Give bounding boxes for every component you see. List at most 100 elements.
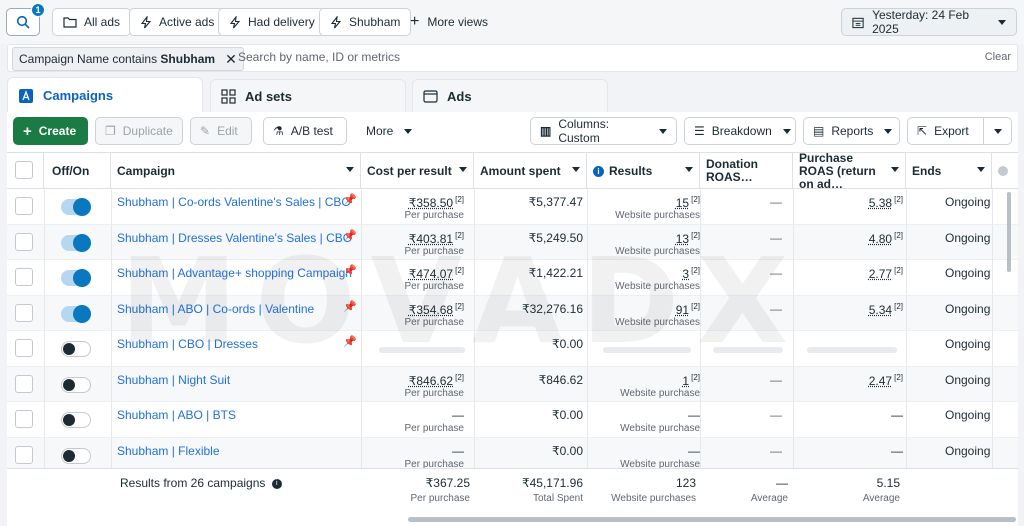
column-header-donation[interactable]: Donation ROAS… [700, 153, 793, 189]
purchase-roas: — [891, 408, 903, 422]
view-chip-active-ads[interactable]: Active ads [129, 8, 226, 36]
pin-icon[interactable]: 📌 [343, 194, 357, 206]
select-all-checkbox[interactable] [15, 161, 33, 179]
duplicate-button[interactable]: ❐ Duplicate [95, 117, 183, 145]
close-icon[interactable]: ✕ [225, 50, 237, 67]
tab-campaigns[interactable]: Campaigns [7, 77, 203, 113]
pin-icon[interactable]: 📌 [343, 300, 357, 313]
delivery-toggle[interactable] [61, 269, 91, 287]
clear-filters-link[interactable]: Clear [984, 51, 1011, 63]
view-chip-shubham[interactable]: Shubham [319, 8, 412, 36]
footer-purchase: 5.15 [876, 476, 900, 490]
table-row[interactable]: Shubham | ABO | Co-ords | Valentine 📌 ₹354… [7, 295, 1018, 331]
table-row[interactable]: Shubham | Night Suit ₹846.62 [2] Per purcha… [7, 366, 1018, 402]
campaign-name-link[interactable]: Shubham | Night Suit [117, 372, 231, 387]
column-header-amount[interactable]: Amount spent [474, 153, 587, 189]
search-input[interactable]: Search by name, ID or metrics [238, 50, 401, 64]
tab-ad-sets[interactable]: Ad sets [210, 79, 406, 113]
purchase-roas: — [891, 443, 903, 458]
campaign-name-link[interactable]: Shubham | CBO | Dresses [117, 337, 258, 351]
delivery-toggle[interactable] [61, 412, 91, 428]
footer-cost: ₹367.25 [425, 476, 470, 490]
pin-icon[interactable]: 📌 [343, 336, 357, 348]
vertical-scrollbar[interactable] [1007, 192, 1011, 272]
folder-icon [63, 17, 77, 28]
footer-cost-sub: Per purchase [410, 493, 470, 504]
pin-icon[interactable]: 📌 [343, 265, 357, 277]
donation-roas: — [770, 266, 782, 280]
delivery-toggle[interactable] [61, 341, 91, 357]
column-header-campaign[interactable]: Campaign [111, 153, 361, 189]
tab-ads[interactable]: Ads [412, 79, 608, 113]
column-header-ends[interactable]: Ends [906, 153, 992, 189]
row-checkbox[interactable] [15, 197, 33, 215]
column-divider [587, 260, 588, 295]
reports-label: Reports [831, 124, 874, 138]
export-label: Export [934, 124, 969, 138]
column-divider [44, 224, 45, 260]
duplicate-icon: ❐ [105, 124, 116, 138]
delivery-toggle[interactable] [61, 304, 91, 323]
table-row[interactable]: Shubham | CBO | Dresses 📌 ₹0.00 Ongoing [7, 331, 1018, 367]
campaign-name-link[interactable]: Shubham | ABO | Co-ords | Valentine [117, 301, 315, 316]
table-row[interactable]: Shubham | Flexible — Per purchase ₹0.00— Web… [7, 437, 1018, 473]
column-header-cost[interactable]: Cost per result [361, 153, 474, 189]
delivery-toggle[interactable] [61, 376, 91, 393]
campaign-name-link[interactable]: Shubham | Advantage+ shopping Campaign [117, 266, 352, 280]
column-divider [361, 260, 362, 295]
column-header-purchase[interactable]: Purchase ROAS (return on ad… [793, 151, 906, 190]
row-checkbox[interactable] [15, 445, 33, 464]
column-header-results[interactable]: i Results [587, 153, 700, 189]
create-button[interactable]: + Create [13, 117, 88, 145]
campaign-name-link[interactable]: Shubham | ABO | BTS [117, 408, 236, 422]
export-button[interactable]: ⇱ Export [907, 117, 1012, 145]
breakdown-button[interactable]: ☰ Breakdown [684, 117, 796, 145]
delivery-toggle[interactable] [61, 198, 91, 216]
campaign-name-link[interactable]: Shubham | Flexible [117, 443, 220, 458]
column-divider [44, 189, 45, 224]
horizontal-scrollbar[interactable] [408, 517, 1016, 522]
column-header-label: Amount spent [480, 164, 561, 178]
table-row[interactable]: Shubham | ABO | BTS — Per purchase ₹0.00— We… [7, 402, 1018, 438]
column-divider [906, 224, 907, 260]
row-checkbox[interactable] [15, 268, 33, 286]
ab-test-button[interactable]: ⚗ A/B test [263, 117, 347, 145]
chevron-down-icon [998, 19, 1006, 25]
columns-button[interactable]: ▥ Columns: Custom [530, 117, 677, 145]
edit-button[interactable]: ✎ Edit [190, 117, 252, 145]
campaign-name-link[interactable]: Shubham | Dresses Valentine's Sales | CB… [117, 230, 353, 245]
add-column-icon[interactable] [998, 166, 1008, 176]
table-row[interactable]: Shubham | Dresses Valentine's Sales | CB… [7, 224, 1018, 260]
column-divider [700, 295, 701, 331]
date-range-picker[interactable]: Yesterday: 24 Feb 2025 [841, 8, 1017, 36]
more-views-button[interactable]: + More views [410, 8, 488, 36]
delivery-toggle[interactable] [61, 447, 91, 464]
create-label: Create [38, 124, 77, 138]
ab-test-label: A/B test [290, 124, 333, 138]
row-checkbox[interactable] [15, 410, 33, 428]
filter-chip[interactable]: Campaign Name contains Shubham ✕ [12, 47, 244, 71]
table-row[interactable]: Shubham | Co-ords Valentine's Sales | CB… [7, 189, 1018, 225]
row-checkbox[interactable] [15, 303, 33, 322]
campaign-name-link[interactable]: Shubham | Co-ords Valentine's Sales | CB… [117, 195, 351, 209]
export-dropdown-button[interactable] [983, 118, 1011, 144]
delivery-toggle[interactable] [61, 233, 91, 252]
lightning-icon [330, 15, 342, 28]
reports-button[interactable]: ▤ Reports [803, 117, 900, 145]
pin-icon[interactable]: 📌 [343, 229, 357, 242]
toggle-knob [73, 233, 91, 252]
column-header-offon[interactable]: Off/On [44, 153, 111, 189]
view-chip-had-delivery[interactable]: Had delivery [218, 8, 326, 36]
column-divider [793, 402, 794, 437]
table-row[interactable]: Shubham | Advantage+ shopping Campaign 📌 ₹… [7, 260, 1018, 296]
search-toggle-button[interactable]: 1 [6, 3, 45, 36]
row-checkbox[interactable] [15, 339, 33, 357]
row-checkbox[interactable] [15, 232, 33, 251]
row-checkbox[interactable] [15, 374, 33, 393]
cost-per-result-sub: Per purchase [404, 316, 464, 328]
more-button[interactable]: More [357, 117, 419, 145]
chevron-down-icon [891, 167, 899, 172]
column-header-label: Campaign [117, 164, 176, 178]
column-divider [361, 189, 362, 224]
view-chip-all-ads[interactable]: All ads [52, 8, 132, 36]
